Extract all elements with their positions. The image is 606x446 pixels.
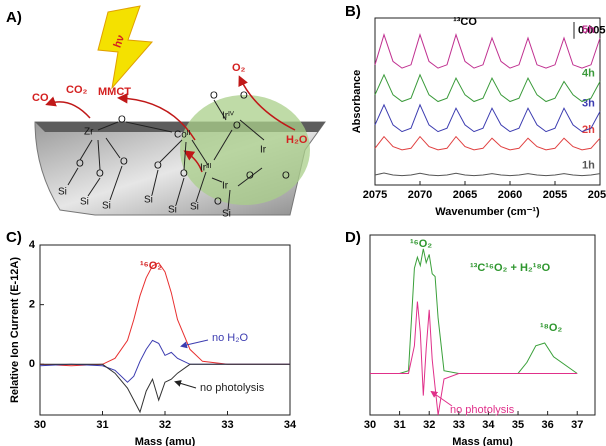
atom: Si [102, 201, 111, 212]
atom: O [76, 159, 84, 170]
atom: Zr [84, 127, 94, 138]
x-tick-label: 34 [284, 419, 297, 431]
series-line [39, 262, 290, 367]
x-tick-label: 36 [542, 419, 554, 431]
atom: Si [222, 209, 231, 220]
x-tick-label: 32 [423, 419, 435, 431]
annotation: ¹⁶O₂ [410, 238, 432, 250]
x-tick-label: 37 [571, 419, 583, 431]
atom: O [214, 197, 222, 208]
lightning [97, 5, 154, 90]
panel-label: A) [6, 9, 22, 26]
atom: Irᴵⱽ [222, 111, 235, 122]
annotation-arrow [174, 380, 197, 389]
atom: O [240, 91, 248, 102]
annotation: no photolysis [200, 382, 265, 394]
panel-label: C) [6, 229, 22, 246]
x-tick-label: 35 [512, 419, 524, 431]
h2o-label: H₂O [286, 134, 308, 146]
plot-frame [374, 17, 601, 186]
photon-label: hν [112, 33, 128, 49]
bonds [67, 99, 265, 211]
y-axis-label: Absorbance [351, 70, 363, 134]
x-tick-label: 2075 [363, 189, 387, 201]
annotation: ¹³C¹⁶O₂ + H₂¹⁸O [470, 262, 551, 274]
atom: Si [190, 202, 199, 213]
y-tick-label: 2 [29, 299, 35, 311]
co2-label: CO₂ [66, 84, 88, 96]
x-tick-label: 2060 [498, 189, 522, 201]
x-tick-label: 30 [34, 419, 46, 431]
atom: Irᴵᴵᴵ [200, 163, 211, 174]
x-tick-label: 31 [393, 419, 405, 431]
o2-label: O₂ [232, 62, 246, 74]
series-line [374, 103, 601, 133]
series-label: 5h [582, 24, 595, 36]
arrow [183, 150, 203, 173]
series-label: 4h [582, 67, 595, 79]
x-tick-label: 30 [364, 419, 376, 431]
x-tick-label: 31 [96, 419, 108, 431]
series-line [374, 73, 601, 103]
series-line [40, 363, 290, 414]
series-line [374, 33, 601, 69]
x-tick-label: 34 [482, 419, 495, 431]
diagram: hν MMCT CO CO₂ O₂ H₂O Zr Coᴵᴵ Irᴵᴵᴵ Irᴵⱽ… [32, 5, 326, 220]
series-label: 2h [582, 124, 595, 136]
atom: O [210, 91, 218, 102]
annotation: ¹⁶O₂ [140, 260, 162, 272]
annotation: no photolysis [450, 404, 515, 416]
panel-label: D) [345, 229, 361, 246]
series-line [374, 172, 601, 177]
series-label: 1h [582, 160, 595, 172]
plot-frame [369, 234, 596, 416]
x-axis-label: Mass (amu) [135, 436, 196, 446]
y-tick-label: 0 [29, 358, 35, 370]
atom: O [120, 157, 128, 168]
x-tick-label: 2070 [408, 189, 432, 201]
series-line [370, 301, 578, 416]
atom: Si [144, 195, 153, 206]
chart-title: ¹³CO [453, 16, 477, 28]
scale-bar-label: 0.005 [578, 24, 606, 36]
atom: O [180, 169, 188, 180]
series-line [370, 248, 578, 374]
atom: O [96, 169, 104, 180]
x-axis-label: Mass (amu) [452, 436, 513, 446]
arrow [45, 96, 91, 119]
atom: Ir [260, 145, 267, 156]
x-tick-label: 2055 [543, 189, 567, 201]
annotation-arrow [180, 339, 209, 349]
annotation: no H₂O [212, 332, 249, 344]
mmct-label: MMCT [98, 86, 131, 98]
atom: O [118, 115, 126, 126]
series-line [374, 135, 601, 151]
y-tick-label: 4 [29, 239, 36, 251]
atom: Si [168, 205, 177, 216]
annotation-arrow [430, 390, 453, 407]
atom: O [233, 121, 241, 132]
x-tick-label: 2050 [588, 189, 606, 201]
atom: Si [80, 197, 89, 208]
series-line [39, 339, 290, 383]
x-tick-label: 32 [159, 419, 171, 431]
atom: Si [58, 187, 67, 198]
annotation: ¹⁸O₂ [540, 322, 562, 334]
x-axis-label: Wavenumber (cm⁻¹) [435, 206, 540, 218]
atom: Coᴵᴵ [174, 130, 190, 141]
atom: O [246, 171, 254, 182]
arrow [117, 93, 196, 141]
atom: O [282, 171, 290, 182]
x-tick-label: 33 [221, 419, 233, 431]
x-tick-label: 2065 [453, 189, 477, 201]
y-axis-label: Relative Ion Current (E-12A) [9, 257, 21, 403]
co-label: CO [32, 92, 49, 104]
atom: Ir [222, 181, 229, 192]
iro2-cluster [180, 95, 310, 205]
arrow [238, 75, 296, 131]
panel-label: B) [345, 3, 361, 20]
atom: O [154, 161, 162, 172]
x-tick-label: 33 [453, 419, 465, 431]
